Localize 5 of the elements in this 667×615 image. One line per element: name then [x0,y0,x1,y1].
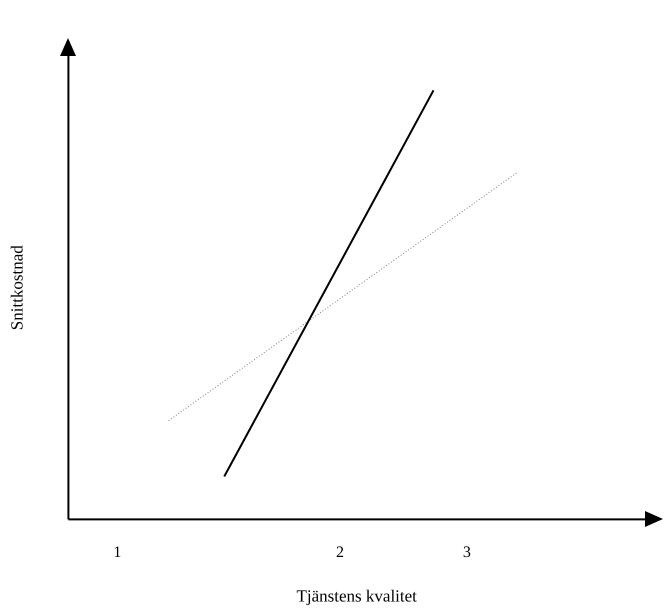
x-axis-title: Tjänstens kvalitet [296,586,418,606]
x-tick-label: 3 [462,544,471,562]
y-axis-title: Snittkostnad [8,244,27,330]
x-tick-label: 2 [336,544,344,562]
x-tick-label: 1 [113,544,122,562]
